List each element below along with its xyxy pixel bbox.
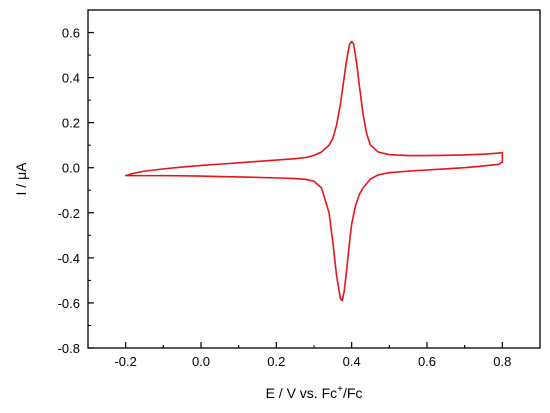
x-tick-label: 0.6 bbox=[418, 354, 436, 369]
y-tick-label: -0.4 bbox=[58, 251, 80, 266]
series-line bbox=[124, 40, 504, 302]
y-tick-label: 0.4 bbox=[62, 71, 80, 86]
y-tick-label: -0.6 bbox=[58, 296, 80, 311]
x-axis-ticks bbox=[125, 342, 503, 348]
x-tick-label: 0.0 bbox=[192, 354, 210, 369]
x-axis-label-suffix: /Fc bbox=[343, 385, 362, 401]
y-tick-label: 0.2 bbox=[62, 116, 80, 131]
x-axis-label: E / V vs. Fc+/Fc bbox=[266, 384, 363, 401]
series-group bbox=[124, 40, 504, 302]
x-tick-label: 0.8 bbox=[493, 354, 511, 369]
x-tick-label: -0.2 bbox=[114, 354, 136, 369]
y-tick-label: 0.0 bbox=[62, 161, 80, 176]
y-axis-label: I / μA bbox=[13, 162, 29, 196]
y-tick-label: 0.6 bbox=[62, 26, 80, 41]
y-axis-tick-labels: -0.8 -0.6 -0.4 -0.2 0.0 0.2 0.4 0.6 bbox=[58, 26, 80, 356]
y-tick-label: -0.8 bbox=[58, 341, 80, 356]
x-axis-label-superscript: + bbox=[337, 384, 343, 395]
x-tick-label: 0.4 bbox=[343, 354, 361, 369]
plot-frame bbox=[87, 9, 541, 349]
y-tick-label: -0.2 bbox=[58, 206, 80, 221]
x-axis-label-main: E / V vs. Fc bbox=[266, 385, 338, 401]
y-axis-ticks bbox=[88, 31, 94, 349]
x-tick-label: 0.2 bbox=[267, 354, 285, 369]
x-axis-tick-labels: -0.2 0.0 0.2 0.4 0.6 0.8 bbox=[114, 354, 511, 369]
